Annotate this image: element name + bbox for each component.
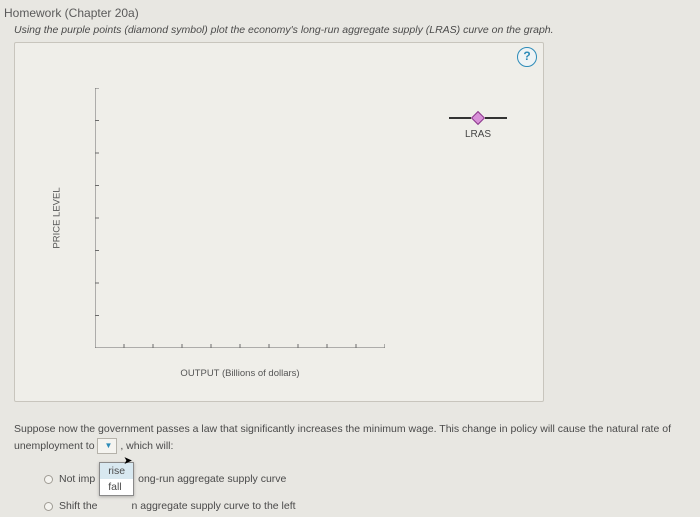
paragraph-post: , which will: (120, 440, 173, 452)
dropdown-blank[interactable]: ▼ (97, 438, 117, 454)
help-button[interactable]: ? (517, 47, 537, 67)
dropdown-open[interactable]: ➤ rise fall (99, 462, 134, 496)
radio-icon[interactable] (44, 502, 53, 511)
opt2-post: n aggregate supply curve to the left (132, 500, 296, 512)
legend-marker (433, 113, 523, 123)
caret-down-icon: ▼ (104, 440, 112, 452)
page-title: Homework (Chapter 20a) (4, 6, 690, 20)
dropdown-item-rise[interactable]: rise (100, 463, 133, 479)
option-shift-left[interactable]: Shift the n aggregate supply curve to th… (44, 500, 690, 512)
options-block: Not imp ➤ rise fall ong-run aggregate su… (44, 462, 690, 512)
y-axis-label: PRICE LEVEL (52, 187, 63, 248)
legend-label: LRAS (433, 129, 523, 140)
instruction-text: Using the purple points (diamond symbol)… (14, 24, 690, 36)
diamond-icon (471, 111, 485, 125)
legend[interactable]: LRAS (433, 113, 523, 140)
opt2-pre: Shift the (59, 500, 98, 512)
question-paragraph: Suppose now the government passes a law … (14, 422, 674, 454)
opt1-pre: Not imp (59, 473, 95, 485)
chart-panel: ? 100104108112116120124128132 0102030405… (14, 42, 544, 402)
radio-icon[interactable] (44, 475, 53, 484)
plot-area[interactable]: 100104108112116120124128132 010203040506… (95, 88, 385, 348)
opt1-post: ong-run aggregate supply curve (138, 473, 286, 485)
x-axis-label: OUTPUT (Billions of dollars) (180, 368, 299, 379)
option-not-impact[interactable]: Not imp ➤ rise fall ong-run aggregate su… (44, 462, 690, 496)
dropdown-item-fall[interactable]: fall (100, 479, 133, 495)
